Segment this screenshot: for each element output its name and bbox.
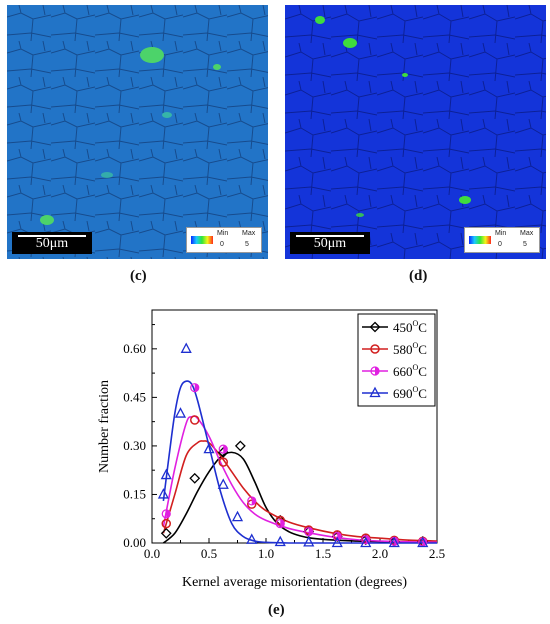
color-key-d: Min Max 0 5 [464, 227, 540, 253]
panel-label-c: (c) [130, 268, 147, 284]
x-axis-title: Kernel average misorientation (degrees) [182, 575, 407, 590]
data-point-690 [180, 342, 192, 353]
data-point-690 [388, 536, 400, 548]
scale-bar-d: 50μm [290, 232, 370, 254]
color-key-c-gradient [191, 236, 213, 244]
y-tick-label: 0.30 [123, 438, 146, 453]
data-point-450 [189, 472, 201, 484]
fit-curve-580 [162, 440, 438, 542]
data-point-660 [218, 444, 228, 454]
data-point-660 [247, 496, 257, 506]
fit-curve-450 [162, 451, 438, 544]
legend: 450OC 580OC 660OC 690OC [357, 313, 436, 407]
x-tick-label: 2.5 [429, 546, 445, 561]
panel-label-d: (d) [409, 268, 428, 284]
data-point-580 [161, 518, 171, 529]
y-tick-label: 0.45 [123, 389, 146, 404]
legend-box [357, 313, 436, 407]
data-point-690 [217, 478, 229, 489]
data-point-690 [417, 536, 429, 548]
color-key-d-max-label: Max [520, 230, 534, 237]
data-point-580 [218, 457, 228, 467]
data-point-690 [160, 468, 172, 480]
fit-curve-690 [162, 380, 437, 544]
data-point-690 [231, 510, 244, 522]
legend-marker-690 [369, 386, 381, 398]
x-tick-label: 0.0 [144, 546, 160, 561]
color-key-c-max-value: 5 [245, 241, 249, 248]
y-tick-label: 0.60 [123, 341, 146, 356]
data-point-690 [274, 535, 286, 547]
legend-marker-450 [369, 321, 381, 333]
x-tick-label: 0.5 [201, 546, 217, 561]
data-point-690 [157, 488, 169, 499]
markers-layer [157, 342, 429, 548]
scale-bar-c-label: 50μm [35, 236, 69, 251]
data-point-690 [303, 535, 315, 547]
kam-map-d-high-kam-region [343, 38, 357, 48]
y-tick-label: 0.00 [123, 535, 146, 550]
x-tick-label: 1.0 [258, 546, 274, 561]
data-point-450 [234, 440, 246, 452]
legend-marker-580 [370, 344, 380, 354]
color-key-c-min-label: Min [217, 230, 229, 237]
color-key-d-min-label: Min [495, 230, 507, 237]
data-point-690 [203, 442, 215, 454]
legend-label-690: 690OC [393, 385, 427, 401]
x-tick-label: 1.5 [315, 546, 331, 561]
data-point-660 [275, 518, 285, 529]
color-key-d-max-value: 5 [523, 241, 527, 248]
color-key-c-min-value: 0 [220, 241, 224, 248]
data-point-660 [361, 535, 371, 545]
kam-map-c-image [7, 5, 268, 259]
data-point-660 [161, 509, 171, 519]
color-key-c-max-label: Max [242, 230, 256, 237]
data-point-660 [304, 527, 314, 537]
color-key-d-min-value: 0 [498, 241, 502, 248]
data-point-660 [190, 383, 200, 393]
kam-map-c-high-kam-region [140, 47, 164, 63]
panel-label-e: (e) [268, 602, 285, 618]
scale-bar-d-label: 50μm [313, 236, 347, 251]
axes-layer: 0.0 0.5 1.0 1.5 2.0 2.5 0.00 0.15 0.30 0.45 0.60 Ke… [97, 309, 445, 590]
legend-label-660: 660OC [393, 363, 427, 379]
kam-map-d: 50μm Min Max 0 5 [285, 5, 546, 259]
x-tick-label: 2.0 [372, 546, 388, 561]
data-point-690 [360, 536, 372, 548]
color-key-c: Min Max 0 5 [186, 227, 262, 253]
data-point-690 [174, 407, 187, 418]
legend-marker-660 [370, 366, 380, 376]
y-tick-label: 0.15 [123, 486, 146, 501]
kam-map-d-image [285, 5, 546, 259]
kam-map-d-grain-boundaries [285, 5, 546, 259]
kam-distribution-chart: 0.0 0.5 1.0 1.5 2.0 2.5 0.00 0.15 0.30 0.45 0.60 Ke… [97, 309, 445, 590]
data-point-580 [190, 415, 200, 425]
color-key-d-gradient [469, 236, 491, 244]
data-point-690 [246, 533, 258, 544]
data-point-450 [160, 527, 172, 539]
kam-map-c: 50μm Min Max 0 5 [7, 5, 268, 259]
y-axis-title: Number fraction [97, 380, 112, 473]
data-point-690 [331, 536, 343, 548]
legend-label-580: 580OC [393, 341, 427, 357]
scale-bar-c: 50μm [12, 232, 92, 254]
legend-label-450: 450OC [393, 319, 427, 335]
